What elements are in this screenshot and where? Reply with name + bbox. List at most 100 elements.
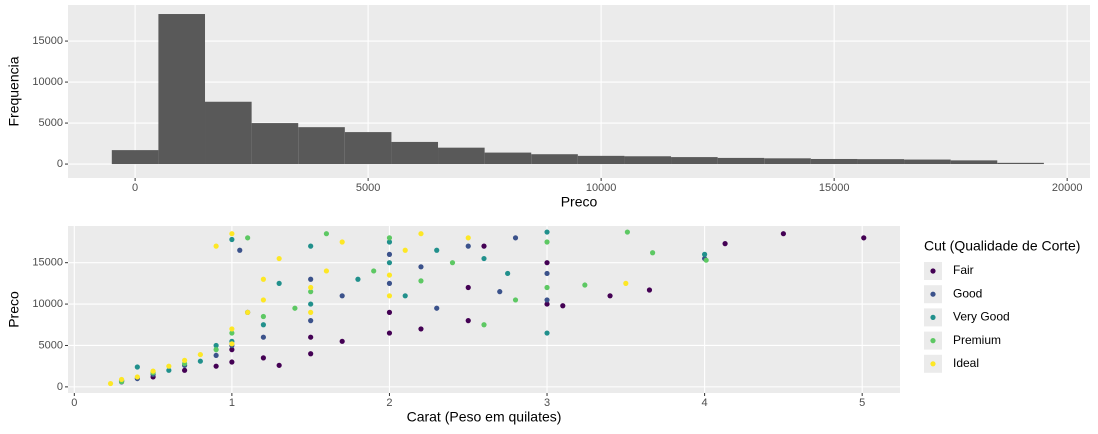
legend-label: Good	[953, 286, 982, 300]
x-tick-label: 5000	[356, 182, 380, 194]
scatter-point	[418, 264, 424, 270]
scatter-point	[182, 357, 188, 363]
x-tick-label: 4	[702, 397, 708, 409]
legend-title: Cut (Qualidade de Corte)	[924, 238, 1080, 254]
y-tick-label: 15000	[32, 257, 63, 269]
histogram-bar	[577, 155, 625, 165]
scatter-point	[650, 250, 656, 256]
scatter-point	[386, 235, 393, 241]
histogram-bar	[810, 158, 858, 165]
scatter-point	[386, 272, 393, 278]
scatter-point	[481, 322, 487, 328]
y-tick-label: 5000	[39, 117, 63, 129]
x-tick-label: 0	[132, 182, 138, 194]
scatter-point	[355, 276, 361, 282]
scatter-point	[229, 236, 235, 243]
scatter-point	[339, 239, 345, 245]
x-axis-title: Carat (Peso em quilates)	[407, 409, 562, 425]
scatter-point	[260, 297, 266, 303]
scatter-point	[213, 363, 219, 369]
scatter-point	[418, 231, 424, 237]
scatter-point	[465, 243, 471, 249]
scatter-point	[544, 239, 550, 245]
y-tick-label: 10000	[32, 76, 63, 88]
histogram-bar	[624, 156, 672, 165]
scatter-point	[339, 338, 345, 344]
scatter-point	[624, 229, 630, 235]
scatter-point	[544, 297, 550, 303]
histogram-bar	[158, 14, 206, 165]
scatter-point	[134, 364, 140, 370]
scatter-point	[260, 334, 266, 340]
scatter-point	[607, 293, 613, 299]
scatter-point	[237, 247, 243, 253]
scatter-point	[512, 297, 519, 303]
scatter-point	[449, 260, 456, 266]
legend-label: Ideal	[953, 356, 979, 370]
scatter-point	[182, 367, 188, 373]
scatter-point	[544, 330, 550, 336]
scatter-point	[323, 268, 330, 274]
scatter-point	[512, 235, 519, 241]
scatter-point	[276, 255, 282, 262]
scatter-point	[861, 235, 867, 241]
scatter-point	[213, 347, 219, 353]
y-tick-label: 5000	[39, 339, 63, 351]
scatter-point	[434, 247, 440, 253]
scatter-point	[481, 243, 487, 249]
histogram-bar	[484, 152, 532, 165]
scatter-point	[402, 247, 408, 253]
histogram-bar	[717, 157, 765, 165]
histogram-bar	[764, 158, 811, 165]
scatter-point	[703, 257, 709, 263]
scatter-point	[260, 276, 266, 282]
scatter-point	[292, 305, 298, 311]
scatter-point	[260, 313, 266, 320]
scatter-point	[386, 293, 393, 299]
scatter-point	[623, 280, 629, 286]
histogram-bar	[531, 154, 578, 165]
scatter-point	[213, 342, 219, 349]
scatter-point	[386, 309, 393, 315]
scatter-point	[505, 270, 511, 277]
legend-label: Premium	[953, 333, 1001, 347]
scatter-point	[308, 243, 314, 249]
x-tick-label: 15000	[819, 182, 850, 194]
scatter-point	[308, 351, 314, 357]
scatter-point	[544, 229, 550, 235]
scatter-point	[544, 301, 550, 307]
legend-label: Fair	[953, 263, 974, 277]
legend-marker	[930, 291, 936, 297]
scatter-point	[465, 318, 471, 324]
y-tick-label: 0	[57, 381, 63, 393]
scatter-point	[544, 270, 550, 277]
scatter-point	[434, 305, 440, 311]
histogram-bar	[904, 159, 951, 165]
scatter-point	[229, 330, 235, 336]
scatter-point	[386, 330, 393, 336]
scatter-point	[386, 260, 393, 266]
y-axis-title: Frequencia	[6, 56, 22, 126]
y-axis-title: Preco	[6, 291, 22, 328]
x-tick-label: 2	[386, 397, 392, 409]
scatter-point	[245, 309, 251, 315]
scatter-point	[544, 260, 550, 266]
scatter-point	[418, 278, 424, 284]
legend-marker	[930, 314, 936, 320]
scatter-point	[260, 322, 266, 328]
scatter-point	[702, 251, 708, 257]
scatter-point	[229, 359, 235, 365]
panel-background	[68, 226, 900, 393]
scatter-point	[213, 352, 219, 359]
scatter-point	[229, 326, 235, 332]
scatter-point	[465, 235, 471, 241]
x-tick-label: 1	[229, 397, 235, 409]
scatter-point	[323, 231, 330, 237]
scatter-point	[371, 268, 377, 274]
scatter-point	[229, 347, 235, 353]
histogram-bar	[344, 132, 392, 165]
histogram-bar	[671, 157, 718, 165]
scatter-point	[544, 284, 550, 291]
scatter-point	[308, 301, 314, 307]
scatter-point	[386, 251, 393, 257]
